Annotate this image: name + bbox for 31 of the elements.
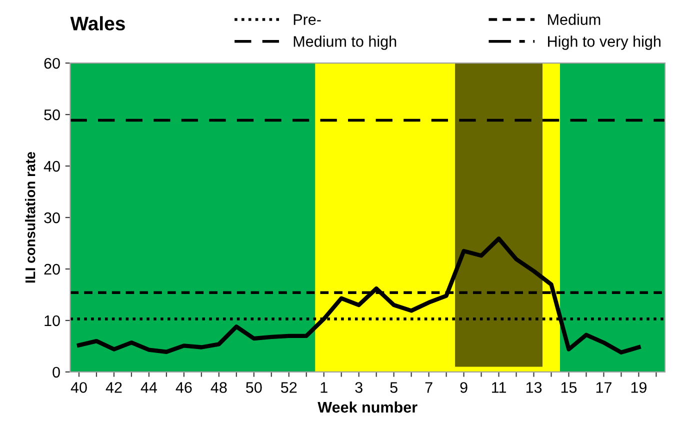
x-tick-label: 17 xyxy=(596,382,612,393)
x-tick-label: 3 xyxy=(355,382,362,393)
y-tick-label: 10 xyxy=(44,315,60,326)
y-tick-label: 20 xyxy=(44,264,60,275)
x-tick-label: 13 xyxy=(526,382,542,393)
x-tick-label: 50 xyxy=(246,382,262,393)
y-axis-title: ILI consultation rate xyxy=(25,152,36,283)
y-tick-label: 0 xyxy=(52,366,60,378)
y-tick-label: 40 xyxy=(44,160,60,172)
text: High to very high xyxy=(548,36,660,50)
legend-label: Medium to high xyxy=(294,36,396,50)
x-tick-label: 40 xyxy=(70,382,87,393)
x-tick-label: 46 xyxy=(176,382,192,393)
legend-label: Pre- xyxy=(294,14,321,25)
x-tick-label: 9 xyxy=(460,382,468,393)
x-tick-label: 5 xyxy=(390,382,398,393)
x-tick-label: 11 xyxy=(492,382,506,393)
y-tick-label: 60 xyxy=(44,58,60,69)
x-tick-label: 48 xyxy=(210,382,227,393)
y-tick-label: 50 xyxy=(44,109,60,120)
x-tick-label: 7 xyxy=(425,382,432,393)
x-tick-label: 1 xyxy=(320,382,328,393)
x-tick-label: 19 xyxy=(631,382,646,393)
y-tick-label: 30 xyxy=(44,212,60,224)
x-tick-label: 15 xyxy=(561,382,577,393)
x-tick-label: 44 xyxy=(140,382,158,393)
x-tick-label: 52 xyxy=(281,382,297,393)
legend-label: Medium xyxy=(548,14,600,25)
chart-title: Wales xyxy=(70,16,125,30)
x-tick-label: 42 xyxy=(106,382,122,393)
x-axis-title: Week number xyxy=(318,401,418,413)
